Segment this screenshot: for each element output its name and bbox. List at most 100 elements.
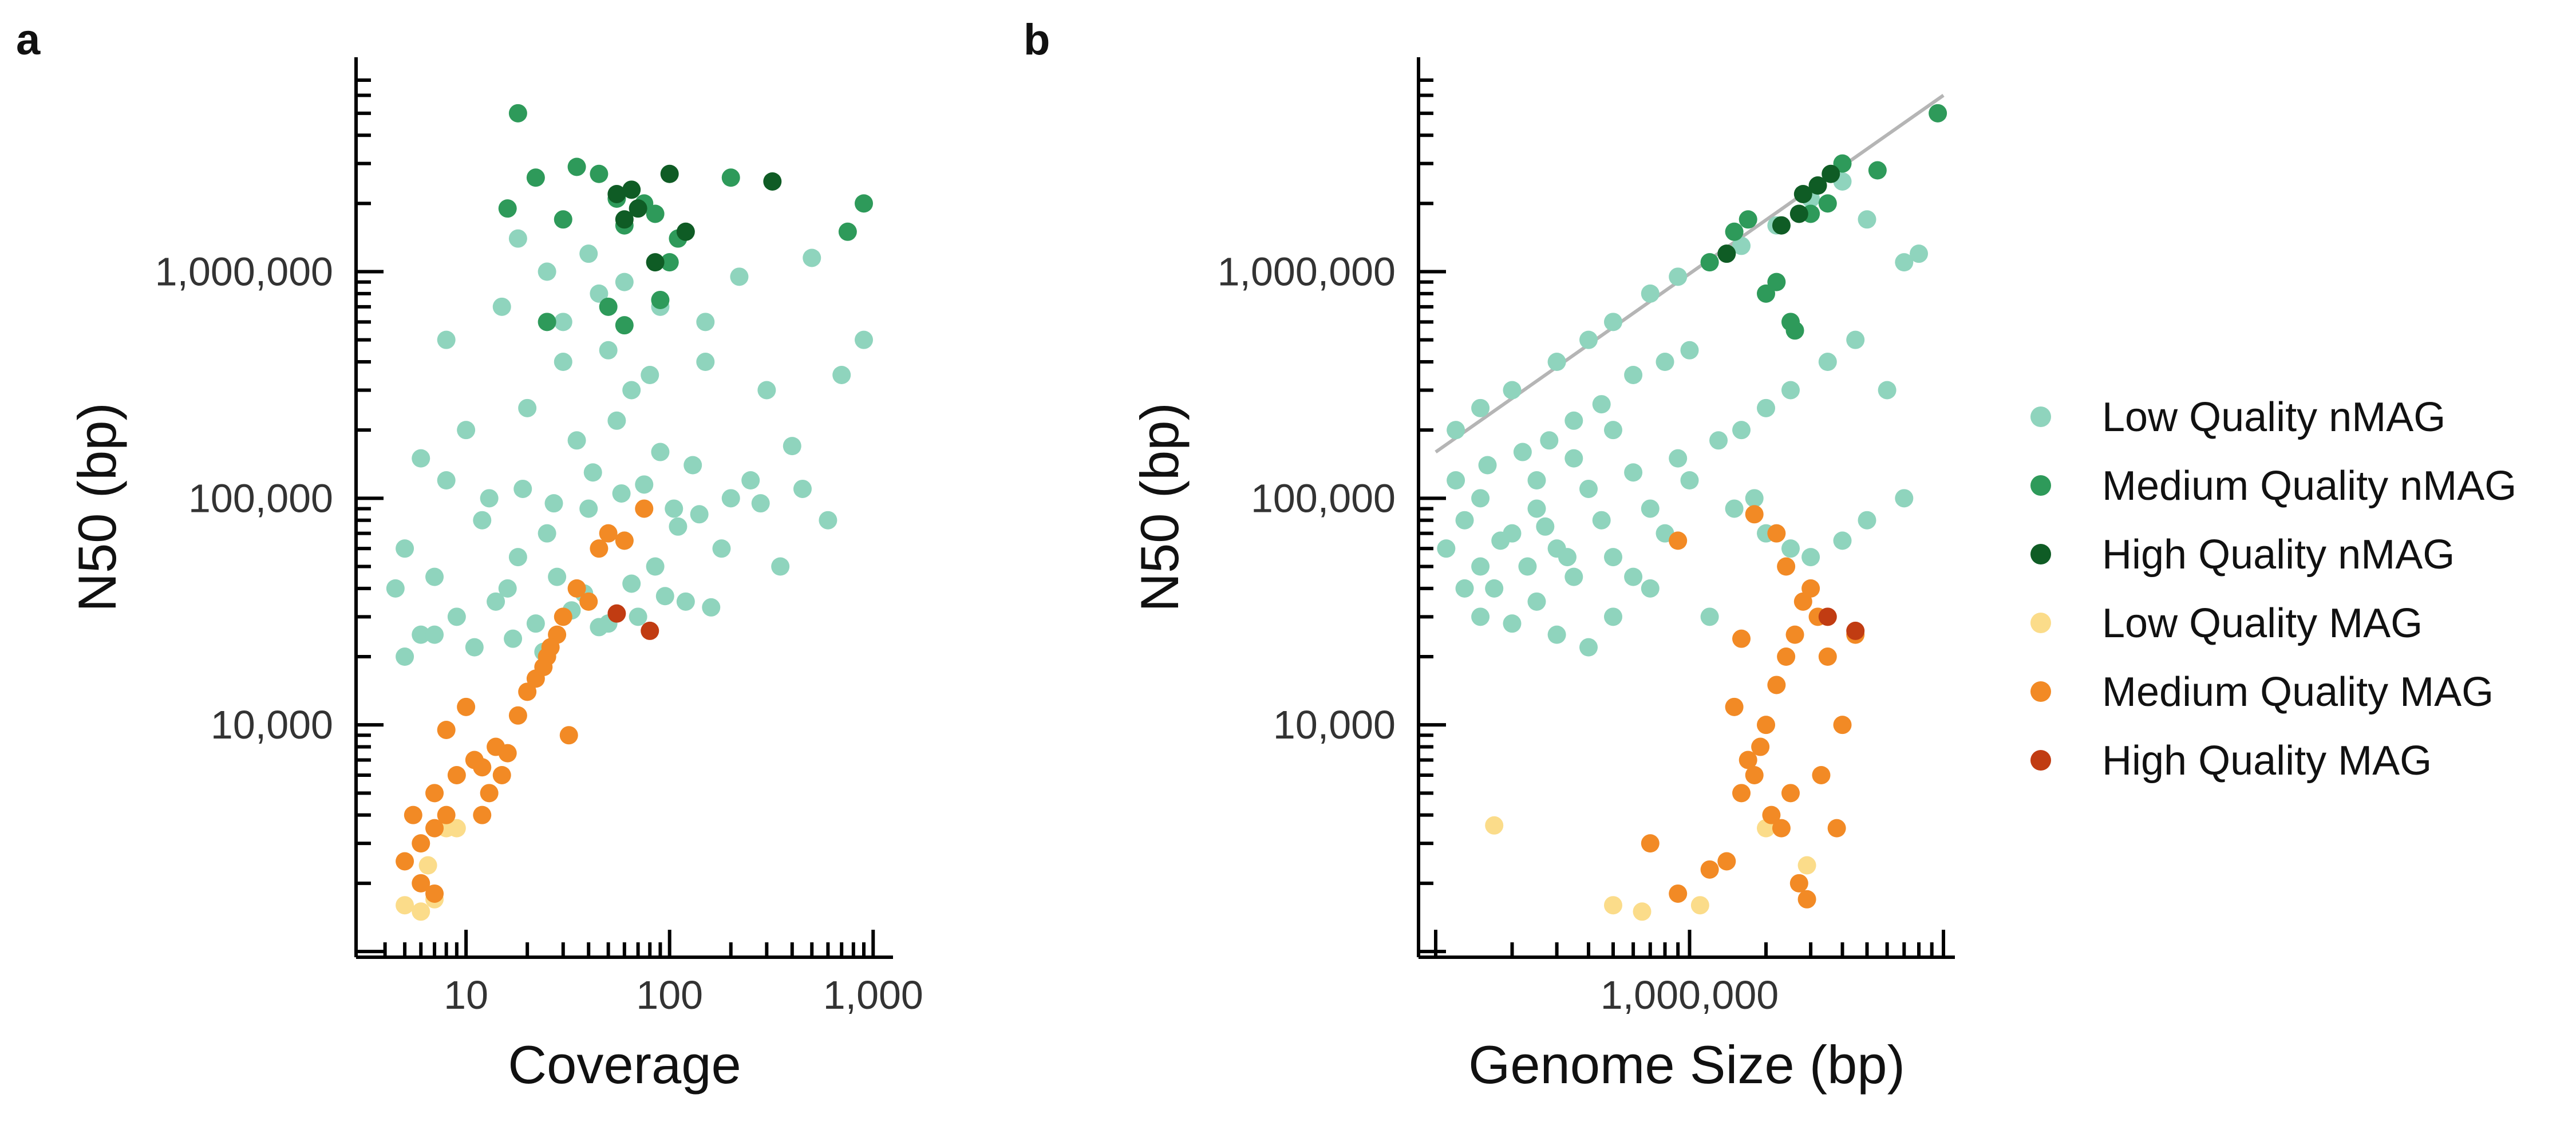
data-point [646,204,665,223]
data-point [554,313,572,331]
data-point [1757,284,1776,303]
data-point [1751,737,1770,756]
data-point [396,896,414,915]
data-point [457,421,476,440]
data-point [498,744,517,763]
data-point [1767,273,1786,291]
data-point [473,758,492,777]
data-point [1503,381,1522,400]
data-point [437,471,456,490]
data-point [412,449,430,468]
data-point [498,199,517,218]
series-medium-quality-nmag [1700,104,1947,340]
data-point [622,180,641,199]
data-point [599,297,618,316]
data-point [1485,579,1504,598]
x-tick-label: 1,000,000 [1601,973,1779,1017]
data-point [612,484,631,503]
data-point [615,316,634,335]
data-point [1447,421,1465,440]
data-point [1717,852,1736,871]
data-point [622,381,641,400]
data-point [641,365,659,384]
data-point [793,479,812,498]
data-point [412,874,430,893]
y-axis-title: N50 (bp) [1129,402,1190,612]
y-tick-label: 1,000,000 [1218,250,1396,294]
data-point [1447,471,1465,490]
data-point [1725,697,1744,716]
data-point [437,330,456,349]
data-point [1858,210,1876,229]
data-point [1732,421,1751,440]
series-high-quality-mag [607,604,659,640]
data-point [803,248,821,267]
data-point [1812,765,1831,784]
data-point [1641,284,1660,303]
data-point [1745,765,1764,784]
data-point [1641,579,1660,598]
data-point [1833,531,1852,550]
data-point [669,517,688,536]
data-point [1547,353,1566,372]
data-point [607,604,626,623]
data-point [437,720,456,739]
data-point [1558,548,1577,567]
data-point [1455,579,1474,598]
data-point [518,682,537,701]
data-point [641,621,659,640]
data-point [676,592,695,611]
data-point [513,479,532,498]
data-point [751,494,770,513]
data-point [1700,253,1719,272]
data-point [622,574,641,593]
data-point [590,284,609,303]
data-point [1690,896,1709,915]
data-point [412,902,430,921]
y-tick-label: 100,000 [1251,476,1396,520]
data-point [437,806,456,824]
data-point [1822,164,1840,183]
data-point [855,330,874,349]
data-point [548,567,567,586]
data-point [534,658,553,677]
data-point [541,638,560,657]
data-point [526,168,545,187]
data-point [425,884,444,903]
legend-label: Low Quality MAG [2102,601,2423,646]
data-point [832,365,851,384]
data-point [412,625,430,644]
data-point [1818,607,1837,626]
data-point [1564,449,1583,468]
data-point [1527,592,1546,611]
data-point [1669,884,1688,903]
data-point [508,229,527,248]
legend-label: Medium Quality nMAG [2102,463,2516,509]
series-medium-quality-mag [396,499,654,903]
data-point [1846,330,1865,349]
y-axis-title: N50 (bp) [67,402,127,612]
data-point [660,164,679,183]
series-medium-quality-mag [1641,505,1865,909]
data-point [567,157,586,176]
data-point [1858,511,1876,530]
data-point [702,598,721,617]
series-low-quality-nmag [386,229,874,666]
legend-marker [2030,750,2051,771]
data-point [1895,489,1914,508]
data-point [473,806,492,824]
data-point [1603,313,1622,331]
data-point [1547,625,1566,644]
data-point [1732,629,1751,648]
legend-label: High Quality MAG [2102,738,2432,784]
data-point [1471,398,1490,417]
data-point [635,499,654,518]
data-point [1503,614,1522,633]
data-point [1818,353,1837,372]
data-point [579,244,598,263]
panel-label: a [16,15,41,64]
data-point [590,539,609,558]
data-point [526,614,545,633]
data-point [1491,531,1510,550]
data-point [651,290,670,309]
